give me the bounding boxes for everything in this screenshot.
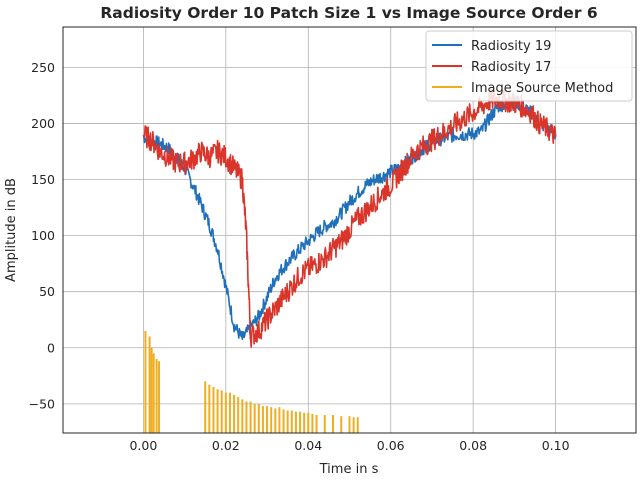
impulse-series bbox=[144, 330, 359, 433]
y-tick-label: 50 bbox=[39, 284, 55, 299]
y-tick-label: 150 bbox=[31, 172, 55, 187]
x-tick-label: 0.04 bbox=[294, 438, 322, 453]
line-series bbox=[142, 88, 557, 348]
y-tick-label: 0 bbox=[47, 340, 55, 355]
legend-label-radiosity-17: Radiosity 17 bbox=[471, 60, 551, 75]
legend-label-radiosity-19: Radiosity 19 bbox=[471, 39, 551, 54]
x-tick-label: 0.08 bbox=[459, 438, 487, 453]
x-axis-ticks: 0.00 0.02 0.04 0.06 0.08 0.10 bbox=[129, 438, 569, 453]
x-tick-label: 0.00 bbox=[129, 438, 157, 453]
y-axis-ticks: −50 0 50 100 150 200 250 bbox=[29, 60, 55, 411]
chart-title: Radiosity Order 10 Patch Size 1 vs Image… bbox=[100, 4, 597, 22]
x-axis-label: Time in s bbox=[319, 462, 379, 477]
y-tick-label: 200 bbox=[31, 116, 55, 131]
plot-frame bbox=[62, 26, 637, 434]
series-line-radiosity-17 bbox=[142, 88, 557, 348]
legend-box bbox=[425, 30, 633, 102]
y-axis-label: Amplitude in dB bbox=[4, 178, 19, 282]
series-line-radiosity-19 bbox=[142, 94, 557, 341]
y-tick-label: 100 bbox=[31, 228, 55, 243]
y-tick-label: 250 bbox=[31, 60, 55, 75]
y-tick-label: −50 bbox=[29, 396, 55, 411]
legend: Radiosity 19 Radiosity 17 Image Source M… bbox=[425, 30, 633, 102]
x-tick-label: 0.06 bbox=[377, 438, 405, 453]
legend-label-image-source-method: Image Source Method bbox=[471, 81, 613, 96]
x-tick-label: 0.02 bbox=[212, 438, 240, 453]
x-tick-label: 0.10 bbox=[542, 438, 570, 453]
